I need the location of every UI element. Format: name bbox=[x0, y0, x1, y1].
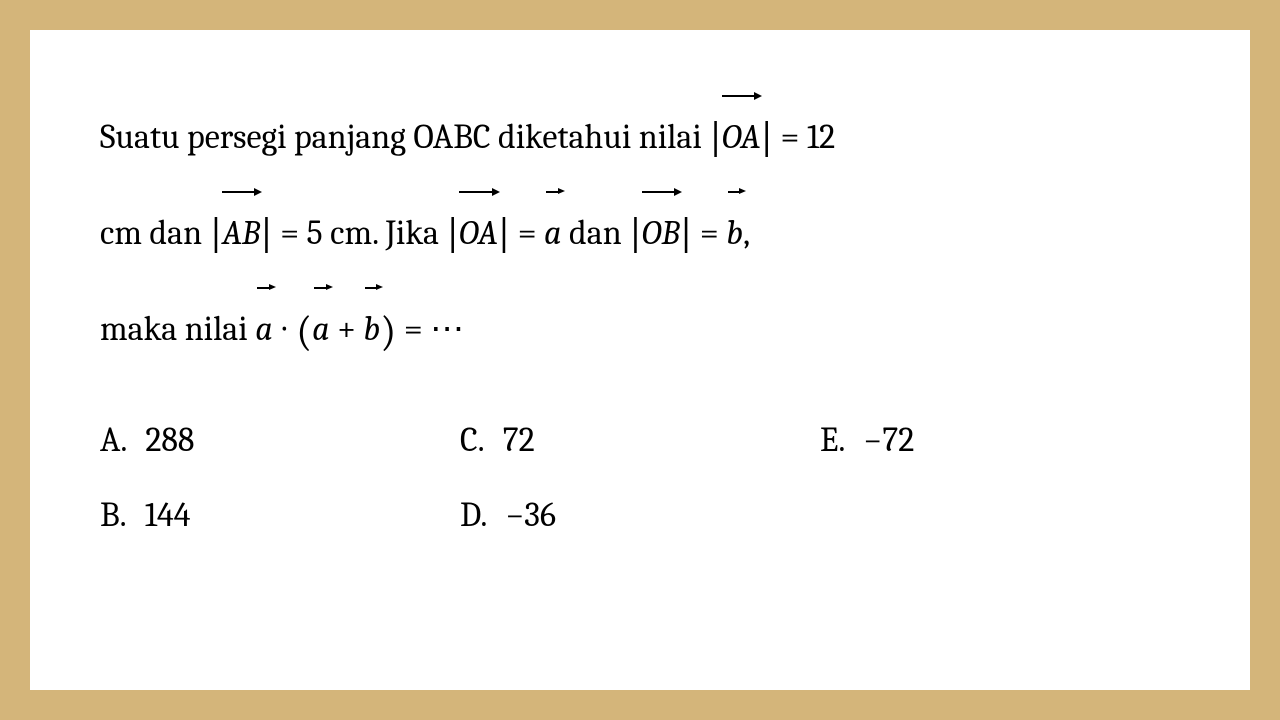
text-segment: = ⋯ bbox=[396, 309, 464, 349]
text-segment: maka nilai bbox=[100, 309, 255, 349]
option-label: D. bbox=[460, 478, 487, 553]
option-b: B. 144 bbox=[100, 478, 460, 553]
option-value: −36 bbox=[505, 478, 556, 553]
option-a: A. 288 bbox=[100, 403, 460, 478]
text-segment: = bbox=[510, 213, 544, 253]
text-segment: cm dan bbox=[100, 213, 210, 253]
problem-statement: Suatu persegi panjang OABC diketahui nil… bbox=[100, 90, 1180, 383]
vector-OA: OA bbox=[722, 97, 761, 179]
option-value: −72 bbox=[863, 403, 914, 478]
vector-a: a bbox=[312, 289, 330, 371]
option-label: E. bbox=[820, 403, 845, 478]
option-value: 72 bbox=[503, 403, 535, 478]
text-segment: , bbox=[743, 213, 750, 253]
vector-a: a bbox=[255, 289, 273, 371]
text-segment: = 12 bbox=[773, 117, 835, 157]
paren-close: ) bbox=[380, 282, 396, 383]
option-c: C. 72 bbox=[460, 403, 820, 478]
line-2: cm dan |AB| = 5 cm. Jika |OA| = a dan |O… bbox=[100, 186, 1180, 282]
vector-OA: OA bbox=[459, 193, 498, 275]
abs-close: | bbox=[498, 186, 511, 282]
vector-a: a bbox=[544, 193, 562, 275]
option-e: E. −72 bbox=[820, 403, 1180, 478]
option-value: 288 bbox=[145, 403, 194, 478]
abs-open: | bbox=[629, 186, 642, 282]
text-segment: = bbox=[692, 213, 726, 253]
question-card: Suatu persegi panjang OABC diketahui nil… bbox=[30, 30, 1250, 690]
text-segment: Suatu persegi panjang OABC diketahui nil… bbox=[100, 117, 709, 157]
options-grid: A. 288 C. 72 E. −72 B. 144 D. −36 bbox=[100, 403, 1180, 553]
vector-OB: OB bbox=[642, 193, 680, 275]
abs-open: | bbox=[446, 186, 459, 282]
line-1: Suatu persegi panjang OABC diketahui nil… bbox=[100, 90, 1180, 186]
text-segment: ∙ bbox=[273, 309, 296, 349]
option-label: C. bbox=[460, 403, 485, 478]
abs-close: | bbox=[680, 186, 693, 282]
option-d: D. −36 bbox=[460, 478, 820, 553]
vector-AB: AB bbox=[222, 193, 260, 275]
text-segment: = 5 cm. Jika bbox=[273, 213, 447, 253]
text-segment: + bbox=[330, 309, 364, 349]
vector-b: b bbox=[363, 289, 380, 371]
option-label: B. bbox=[100, 478, 127, 553]
abs-close: | bbox=[760, 90, 773, 186]
option-value: 144 bbox=[145, 478, 191, 553]
text-segment: dan bbox=[562, 213, 630, 253]
line-3: maka nilai a ∙ (a + b) = ⋯ bbox=[100, 282, 1180, 383]
abs-open: | bbox=[210, 186, 223, 282]
abs-open: | bbox=[709, 90, 722, 186]
option-label: A. bbox=[100, 403, 127, 478]
abs-close: | bbox=[260, 186, 273, 282]
vector-b: b bbox=[726, 193, 743, 275]
paren-open: ( bbox=[296, 282, 312, 383]
